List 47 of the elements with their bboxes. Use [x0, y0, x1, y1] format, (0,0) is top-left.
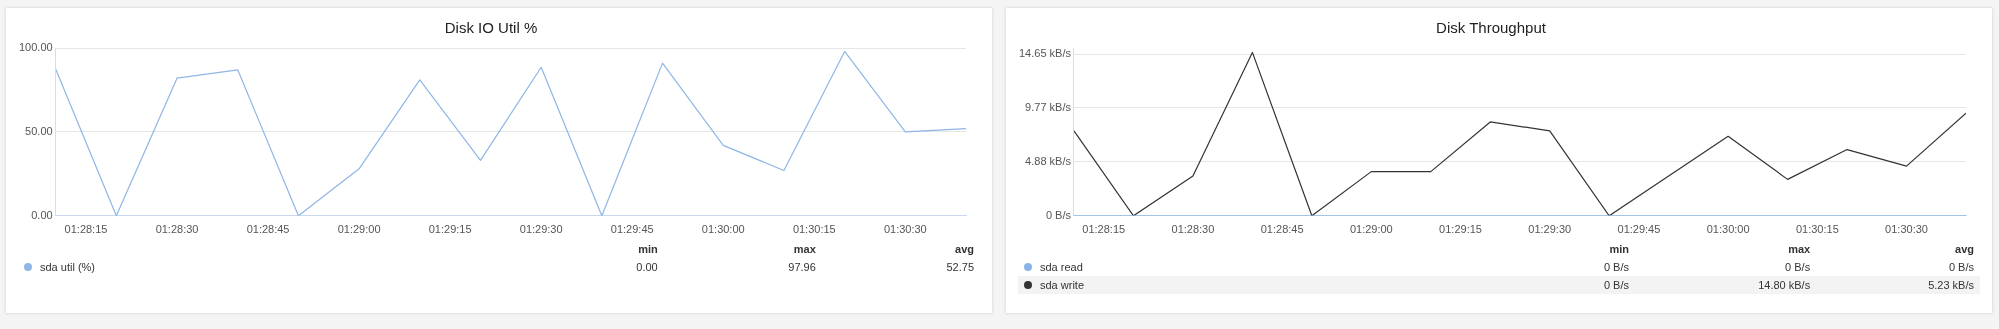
legend-label: sda write: [1039, 278, 1086, 293]
text: 5.23 kB/s: [1927, 278, 1975, 293]
text: max: [792, 242, 817, 257]
text: min: [637, 242, 659, 257]
y-tick-label: 100.00: [18, 41, 53, 54]
legend-label: sda read: [1039, 260, 1084, 275]
x-tick-label: 01:29:15: [1439, 223, 1482, 236]
x-tick-label: 01:29:30: [1528, 223, 1572, 236]
y-tick-label: 0.00: [31, 208, 53, 221]
x-tick-label: 01:30:00: [1706, 223, 1750, 236]
x-tick-label: 01:30:15: [1795, 223, 1839, 236]
x-tick-label: 01:30:30: [883, 223, 927, 236]
text: 0 B/s: [1602, 260, 1630, 275]
y-tick-label: 50.00: [25, 124, 53, 137]
chart-title: Disk Throughput: [1436, 19, 1547, 37]
y-tick-label: 0 B/s: [1045, 208, 1072, 221]
x-tick-label: 01:29:45: [610, 223, 654, 236]
y-tick-label: 14.65 kB/s: [1018, 47, 1072, 60]
x-tick-label: 01:28:15: [1082, 223, 1126, 236]
x-tick-label: 01:28:15: [64, 223, 108, 236]
text: avg: [1954, 242, 1975, 257]
x-tick-label: 01:29:30: [519, 223, 563, 236]
x-tick-label: 01:29:00: [1349, 223, 1393, 236]
text: 0.00: [635, 260, 659, 275]
x-tick-label: 01:30:00: [701, 223, 745, 236]
text: 14.80 kB/s: [1757, 278, 1812, 293]
x-tick-label: 01:28:45: [246, 223, 290, 236]
x-tick-label: 01:28:45: [1260, 223, 1304, 236]
x-tick-label: 01:28:30: [1171, 223, 1215, 236]
y-tick-label: 9.77 kB/s: [1025, 100, 1072, 113]
x-tick-label: 01:30:15: [792, 223, 836, 236]
text: 0 B/s: [1947, 260, 1975, 275]
text: 0 B/s: [1784, 260, 1812, 275]
text: avg: [954, 242, 975, 257]
chart-title: Disk IO Util %: [444, 19, 538, 37]
text: 97.96: [787, 260, 817, 275]
x-tick-label: 01:29:15: [428, 223, 472, 236]
text: 52.75: [945, 260, 975, 275]
x-tick-label: 01:29:00: [337, 223, 381, 236]
legend-label: sda util (%): [39, 260, 97, 275]
text: max: [1787, 242, 1812, 257]
text: 0 B/s: [1602, 278, 1630, 293]
x-tick-label: 01:29:45: [1617, 223, 1661, 236]
text: min: [1608, 242, 1630, 257]
y-tick-label: 4.88 kB/s: [1025, 154, 1072, 167]
x-tick-label: 01:28:30: [155, 223, 199, 236]
x-tick-label: 01:30:30: [1885, 223, 1928, 236]
